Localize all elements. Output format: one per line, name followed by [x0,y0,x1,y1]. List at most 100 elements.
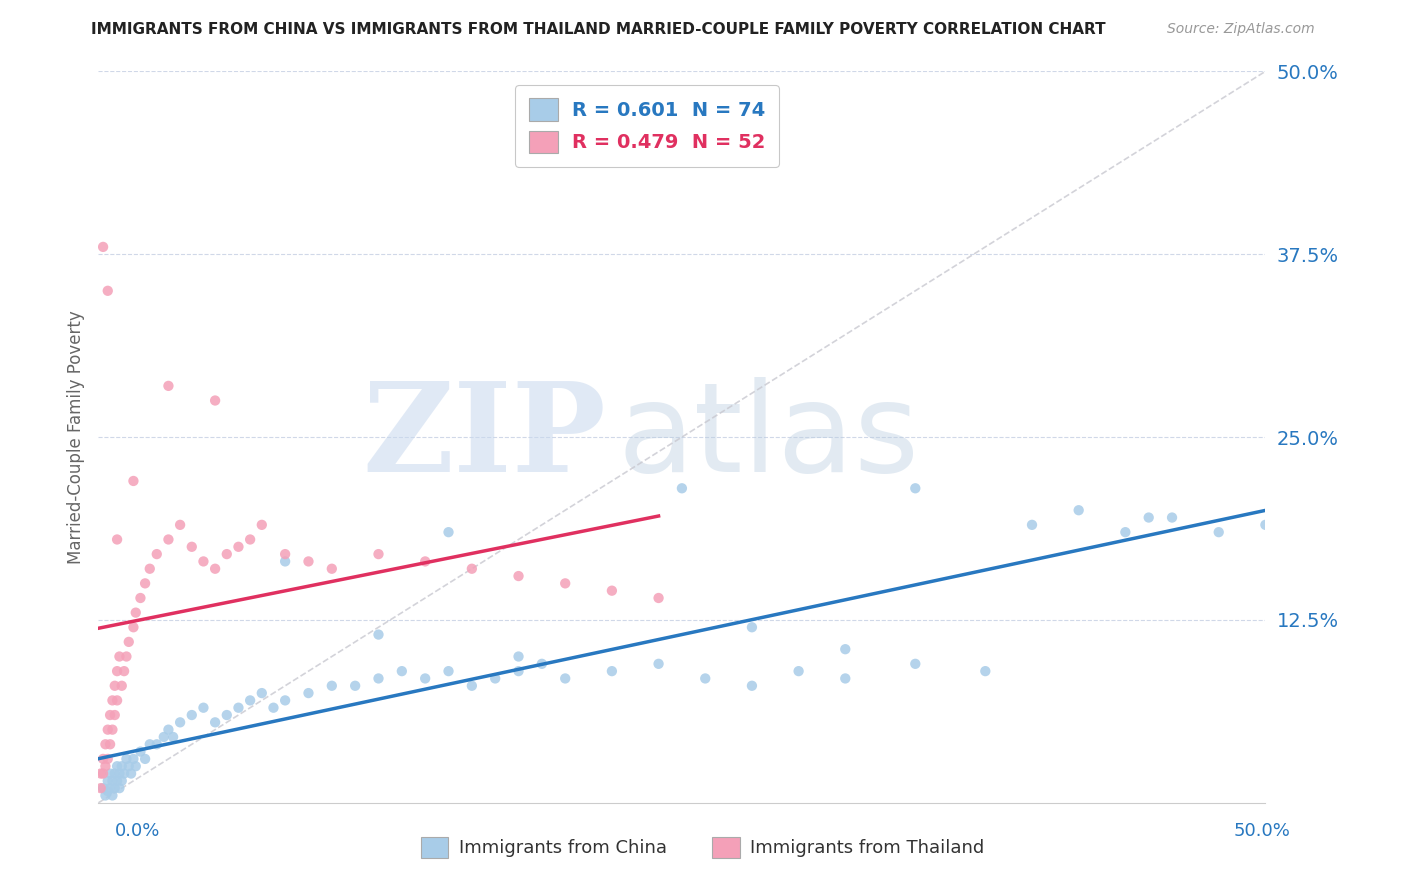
Point [554,576,576,591]
Point [344,679,367,693]
Point [834,642,856,657]
Point [508,664,530,678]
Point [97,284,120,298]
Point [129,591,152,605]
Point [1161,510,1184,524]
Point [215,547,238,561]
Point [108,766,131,780]
Point [321,562,343,576]
Point [647,591,669,605]
Text: IMMIGRANTS FROM CHINA VS IMMIGRANTS FROM THAILAND MARRIED-COUPLE FAMILY POVERTY : IMMIGRANTS FROM CHINA VS IMMIGRANTS FROM… [91,22,1107,37]
Point [228,700,250,714]
Point [239,693,262,707]
Point [391,664,413,678]
Point [204,393,226,408]
Point [111,773,134,788]
Point [262,700,284,714]
Point [101,693,124,707]
Point [204,562,226,576]
Point [250,517,273,532]
Point [91,766,114,780]
Point [169,715,191,730]
Point [215,708,238,723]
Point [530,657,553,671]
Point [554,672,576,686]
Point [367,672,389,686]
Point [90,766,112,780]
Point [90,781,112,796]
Point [1114,525,1136,540]
Point [367,547,389,561]
Point [671,481,693,495]
Point [122,752,145,766]
Point [97,773,120,788]
Point [105,693,128,707]
Point [105,533,128,547]
Point [695,672,717,686]
Point [508,649,530,664]
Point [112,766,135,780]
Point [321,679,343,693]
Point [108,649,131,664]
Point [105,664,128,678]
Point [118,635,141,649]
Point [104,679,127,693]
Point [146,547,169,561]
Point [134,576,156,591]
Point [104,781,127,796]
Point [1254,517,1277,532]
Point [180,708,202,723]
Point [108,781,131,796]
Point [94,737,117,751]
Point [600,664,623,678]
Point [239,533,262,547]
Point [125,606,148,620]
Point [647,657,669,671]
Point [101,773,124,788]
Point [112,664,135,678]
Point [115,752,138,766]
Point [413,672,436,686]
Point [297,686,319,700]
Point [741,679,763,693]
Point [152,730,174,744]
Point [118,759,141,773]
Point [101,723,124,737]
Point [91,781,114,796]
Point [98,766,121,780]
Point [274,547,297,561]
Point [157,533,180,547]
Point [367,627,389,641]
Point [787,664,810,678]
Point [904,481,927,495]
Point [97,784,120,798]
Point [111,759,134,773]
Point [97,752,120,766]
Point [193,700,215,714]
Point [204,715,226,730]
Point [115,649,138,664]
Text: atlas: atlas [617,376,920,498]
Point [125,759,148,773]
Point [461,562,484,576]
Point [904,657,927,671]
Text: Source: ZipAtlas.com: Source: ZipAtlas.com [1167,22,1315,37]
Text: 0.0%: 0.0% [115,822,160,839]
Point [484,672,506,686]
Point [193,554,215,568]
Point [157,723,180,737]
Point [974,664,997,678]
Point [101,789,124,803]
Point [274,693,297,707]
Point [437,525,460,540]
Point [169,517,191,532]
Point [162,730,184,744]
Y-axis label: Married-Couple Family Poverty: Married-Couple Family Poverty [66,310,84,564]
Point [98,708,121,723]
Legend: R = 0.601  N = 74, R = 0.479  N = 52: R = 0.601 N = 74, R = 0.479 N = 52 [515,85,779,167]
Point [129,745,152,759]
Point [104,708,127,723]
Point [146,737,169,751]
Legend: Immigrants from China, Immigrants from Thailand: Immigrants from China, Immigrants from T… [415,830,991,865]
Point [157,379,180,393]
